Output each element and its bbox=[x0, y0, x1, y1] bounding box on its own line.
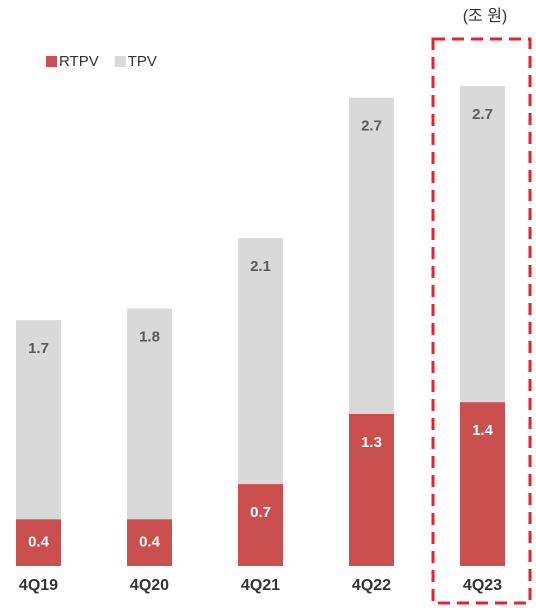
x-tick-label: 4Q23 bbox=[463, 577, 502, 594]
x-tick-label: 4Q22 bbox=[352, 577, 391, 594]
value-label: 2.7 bbox=[472, 106, 493, 123]
value-label: 1.8 bbox=[139, 328, 160, 345]
bar-segment bbox=[460, 402, 505, 566]
bar-segment bbox=[238, 238, 283, 485]
legend-swatch bbox=[46, 56, 57, 67]
legend-label: RTPV bbox=[59, 53, 99, 70]
value-label: 0.4 bbox=[139, 534, 161, 551]
x-tick-label: 4Q20 bbox=[130, 577, 169, 594]
value-label: 1.3 bbox=[361, 434, 382, 451]
bar-segment bbox=[349, 413, 394, 566]
bar-segment bbox=[460, 86, 505, 403]
value-label: 0.7 bbox=[250, 504, 271, 521]
bar-segment bbox=[16, 320, 61, 520]
bar-segment bbox=[127, 519, 172, 566]
highlight-box bbox=[431, 37, 532, 605]
x-tick-label: 4Q19 bbox=[19, 577, 58, 594]
legend-label: TPV bbox=[128, 53, 157, 70]
unit-label: (조 원) bbox=[463, 7, 508, 25]
value-label: 2.1 bbox=[250, 258, 271, 275]
value-label: 0.4 bbox=[28, 534, 50, 551]
bar-segment bbox=[349, 97, 394, 414]
value-label: 1.7 bbox=[28, 340, 49, 357]
legend-swatch bbox=[114, 56, 126, 67]
bar-segment bbox=[16, 519, 61, 566]
value-label: 1.4 bbox=[472, 422, 494, 439]
bar-segment bbox=[127, 308, 172, 520]
x-tick-label: 4Q21 bbox=[241, 577, 280, 594]
value-label: 2.7 bbox=[361, 118, 382, 135]
bar-segment bbox=[238, 484, 283, 566]
